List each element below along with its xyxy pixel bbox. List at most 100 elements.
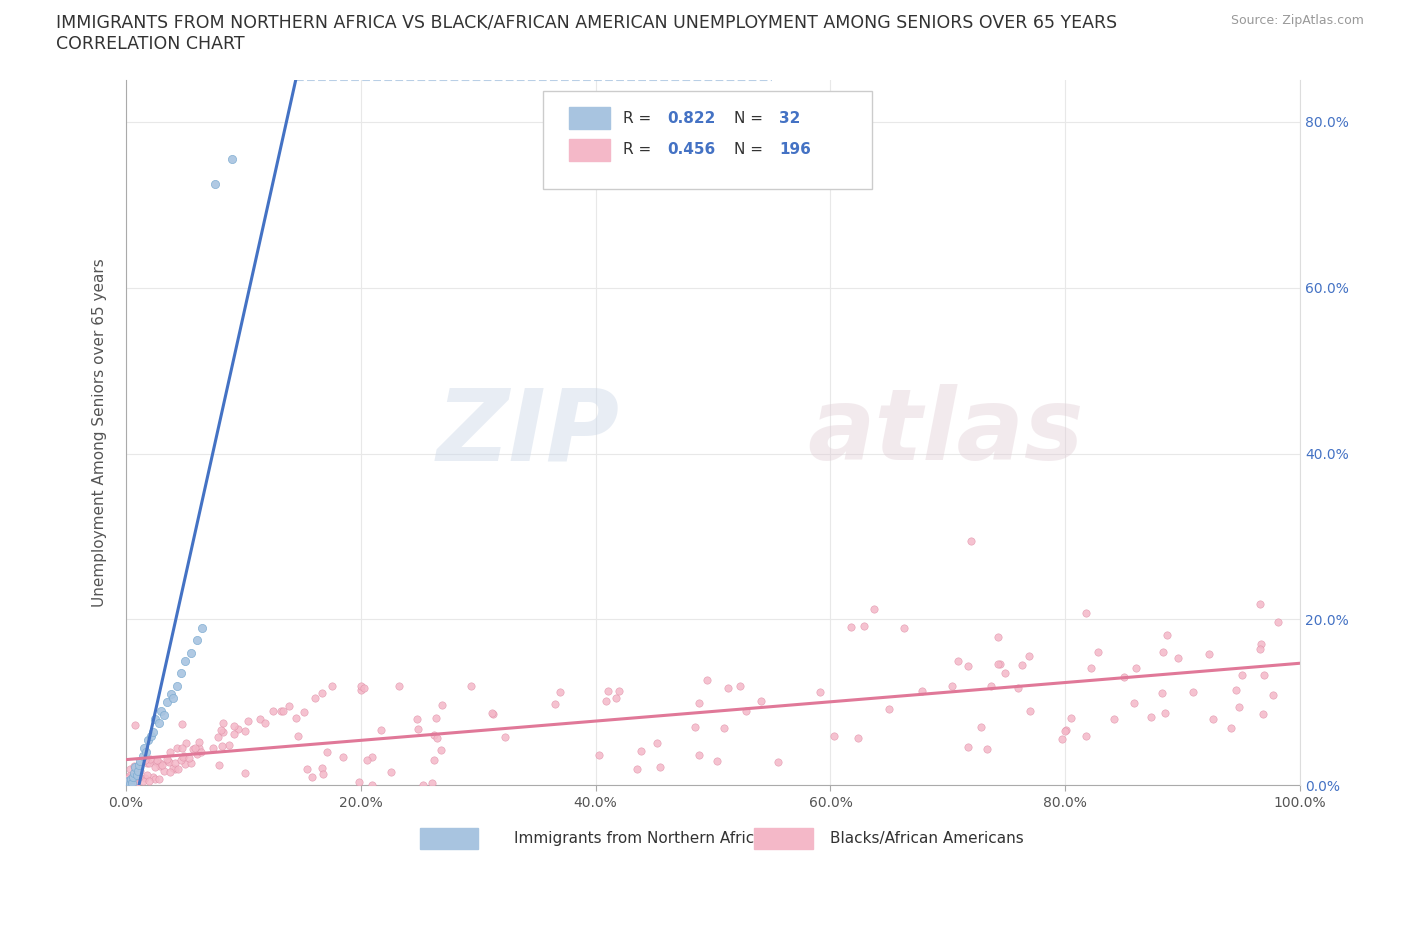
Point	[1227, 699, 1250, 714]
Point	[142, 724, 165, 739]
Point	[157, 754, 180, 769]
Point	[127, 759, 149, 774]
Text: CORRELATION CHART: CORRELATION CHART	[56, 35, 245, 53]
Point	[181, 741, 204, 756]
Point	[1011, 658, 1033, 673]
Point	[408, 721, 430, 736]
Point	[976, 742, 998, 757]
Point	[249, 711, 271, 726]
Point	[211, 724, 233, 739]
Text: N =: N =	[734, 112, 768, 126]
Point	[132, 774, 155, 789]
Point	[688, 747, 710, 762]
Point	[132, 740, 155, 755]
Point	[304, 691, 326, 706]
Point	[605, 691, 627, 706]
Point	[607, 684, 630, 698]
Point	[717, 681, 740, 696]
Point	[187, 740, 209, 755]
Point	[121, 769, 143, 784]
Point	[749, 694, 772, 709]
Point	[706, 753, 728, 768]
Point	[481, 707, 503, 722]
Point	[209, 723, 232, 737]
Point	[360, 778, 382, 793]
Point	[735, 703, 758, 718]
Point	[278, 698, 301, 713]
Point	[595, 693, 617, 708]
Point	[224, 718, 246, 733]
Point	[159, 745, 181, 760]
Point	[134, 752, 156, 767]
Point	[184, 740, 207, 755]
Point	[127, 764, 149, 778]
Point	[1232, 668, 1254, 683]
Point	[180, 645, 202, 660]
Point	[115, 778, 138, 793]
FancyBboxPatch shape	[419, 828, 478, 849]
Text: R =: R =	[623, 112, 655, 126]
Point	[332, 750, 354, 764]
Point	[292, 705, 315, 720]
Point	[167, 762, 190, 777]
Point	[150, 757, 173, 772]
Point	[186, 632, 208, 647]
Point	[134, 771, 156, 786]
Point	[125, 763, 148, 777]
FancyBboxPatch shape	[568, 139, 610, 161]
Point	[131, 749, 153, 764]
Point	[321, 678, 343, 693]
Point	[238, 714, 260, 729]
Point	[766, 754, 789, 769]
Point	[350, 678, 373, 693]
Text: Immigrants from Northern Africa: Immigrants from Northern Africa	[513, 830, 763, 846]
Point	[1125, 660, 1147, 675]
Point	[120, 771, 142, 786]
Point	[173, 757, 195, 772]
Point	[135, 745, 157, 760]
Point	[136, 768, 159, 783]
Point	[957, 739, 980, 754]
Point	[128, 770, 150, 785]
Point	[162, 691, 184, 706]
Point	[911, 684, 934, 698]
Point	[150, 703, 173, 718]
Point	[1087, 644, 1109, 659]
Point	[1250, 637, 1272, 652]
Point	[159, 686, 181, 701]
Point	[626, 762, 648, 777]
Point	[311, 685, 333, 700]
Point	[122, 758, 145, 773]
Point	[253, 716, 276, 731]
Point	[1080, 660, 1102, 675]
Point	[121, 776, 143, 790]
Text: N =: N =	[734, 142, 768, 157]
Point	[1102, 711, 1125, 726]
Point	[1074, 605, 1097, 620]
Point	[1153, 706, 1175, 721]
Point	[148, 716, 170, 731]
Point	[645, 735, 668, 750]
Point	[166, 678, 188, 693]
Text: ZIP: ZIP	[436, 384, 619, 482]
Point	[494, 729, 516, 744]
Text: 0.456: 0.456	[668, 142, 716, 157]
Point	[120, 774, 142, 789]
Point	[148, 771, 170, 786]
Point	[853, 618, 876, 633]
Point	[425, 711, 447, 725]
Point	[226, 722, 249, 737]
Point	[135, 756, 157, 771]
Point	[941, 679, 963, 694]
Point	[957, 658, 980, 673]
Point	[138, 732, 160, 747]
Point	[877, 701, 900, 716]
Point	[172, 749, 194, 764]
Point	[170, 666, 193, 681]
Point	[311, 761, 333, 776]
Point	[149, 756, 172, 771]
Point	[287, 728, 309, 743]
Point	[122, 770, 145, 785]
Point	[124, 760, 146, 775]
Point	[713, 721, 735, 736]
